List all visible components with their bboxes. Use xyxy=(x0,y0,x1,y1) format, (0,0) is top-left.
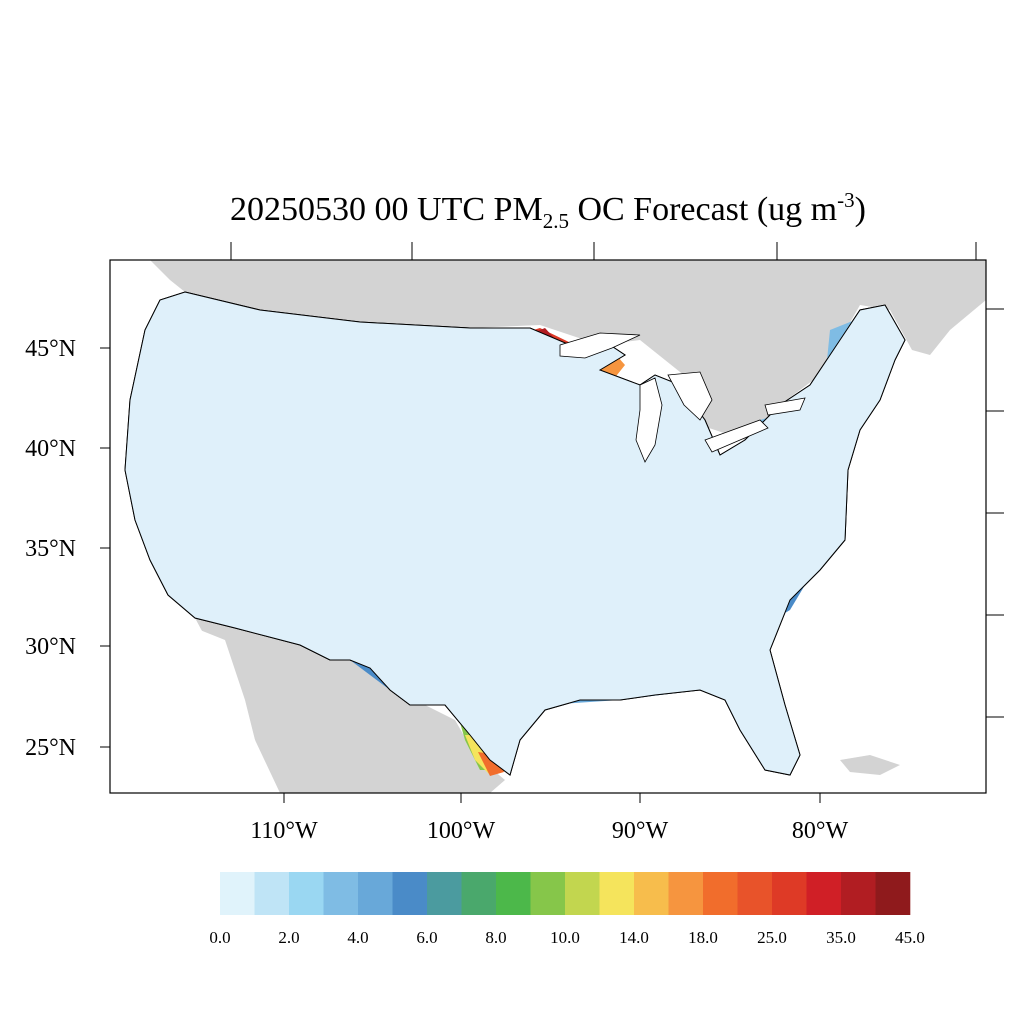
colorbar-label: 10.0 xyxy=(550,928,580,947)
map-frame xyxy=(109,259,987,794)
colorbar-label: 2.0 xyxy=(278,928,299,947)
map-panel xyxy=(110,260,986,793)
lake-erie xyxy=(704,419,769,453)
lon-label: 110°W xyxy=(250,818,318,844)
colorbar-swatch xyxy=(323,872,359,915)
colorbar-label: 35.0 xyxy=(826,928,856,947)
colorbar-swatch xyxy=(461,872,497,915)
colorbar-label: 18.0 xyxy=(688,928,718,947)
colorbar-swatch xyxy=(875,872,911,915)
lat-label: 25°N xyxy=(25,735,76,761)
lon-label: 90°W xyxy=(612,818,669,844)
colorbar-swatch xyxy=(772,872,807,915)
colorbar-swatch xyxy=(737,872,773,915)
colorbar-swatch xyxy=(703,872,738,915)
colorbar-swatch xyxy=(392,872,428,915)
colorbar-label: 14.0 xyxy=(619,928,649,947)
lat-label: 40°N xyxy=(25,436,76,462)
lon-label: 100°W xyxy=(427,818,496,844)
colorbar-swatch xyxy=(806,872,842,915)
colorbar-swatch xyxy=(668,872,704,915)
canada-land xyxy=(150,260,986,440)
colorbar-swatch xyxy=(289,872,324,915)
colorbar-swatch xyxy=(358,872,393,915)
mexico-land xyxy=(195,618,505,793)
colorbar-label: 0.0 xyxy=(209,928,230,947)
lat-label: 35°N xyxy=(25,536,76,562)
colorbar-label: 25.0 xyxy=(757,928,787,947)
lake-superior xyxy=(559,332,641,359)
latitude-labels: 45°N 40°N 35°N 30°N 25°N xyxy=(25,336,76,761)
map-title: 20250530 00 UTC PM2.5 OC Forecast (ug m-… xyxy=(230,188,866,233)
colorbar-swatch xyxy=(841,872,876,915)
colorbar-label: 4.0 xyxy=(347,928,368,947)
axis-ticks xyxy=(100,242,1004,803)
colorbar-swatch xyxy=(634,872,669,915)
colorbar-labels: 0.0 2.0 4.0 6.0 8.0 10.0 14.0 18.0 25.0 35.0 45.0 xyxy=(209,928,925,947)
lake-michigan xyxy=(635,377,663,463)
colorbar-swatch xyxy=(530,872,566,915)
lon-label: 80°W xyxy=(792,818,849,844)
cuba-land xyxy=(840,755,900,775)
colorbar-swatch xyxy=(565,872,600,915)
lat-label: 45°N xyxy=(25,336,76,362)
baja-ocean xyxy=(200,630,260,793)
colorbar-label: 45.0 xyxy=(895,928,925,947)
colorbar-swatch xyxy=(496,872,531,915)
colorbar-swatch xyxy=(254,872,290,915)
lake-huron xyxy=(667,371,713,421)
colorbar-label: 8.0 xyxy=(485,928,506,947)
lat-label: 30°N xyxy=(25,634,76,660)
colorbar xyxy=(220,872,911,915)
colorbar-swatch xyxy=(427,872,462,915)
longitude-labels: 110°W 100°W 90°W 80°W xyxy=(250,818,848,844)
colorbar-swatch xyxy=(220,872,255,915)
lake-ontario xyxy=(764,397,806,416)
colorbar-label: 6.0 xyxy=(416,928,437,947)
colorbar-swatch xyxy=(599,872,635,915)
